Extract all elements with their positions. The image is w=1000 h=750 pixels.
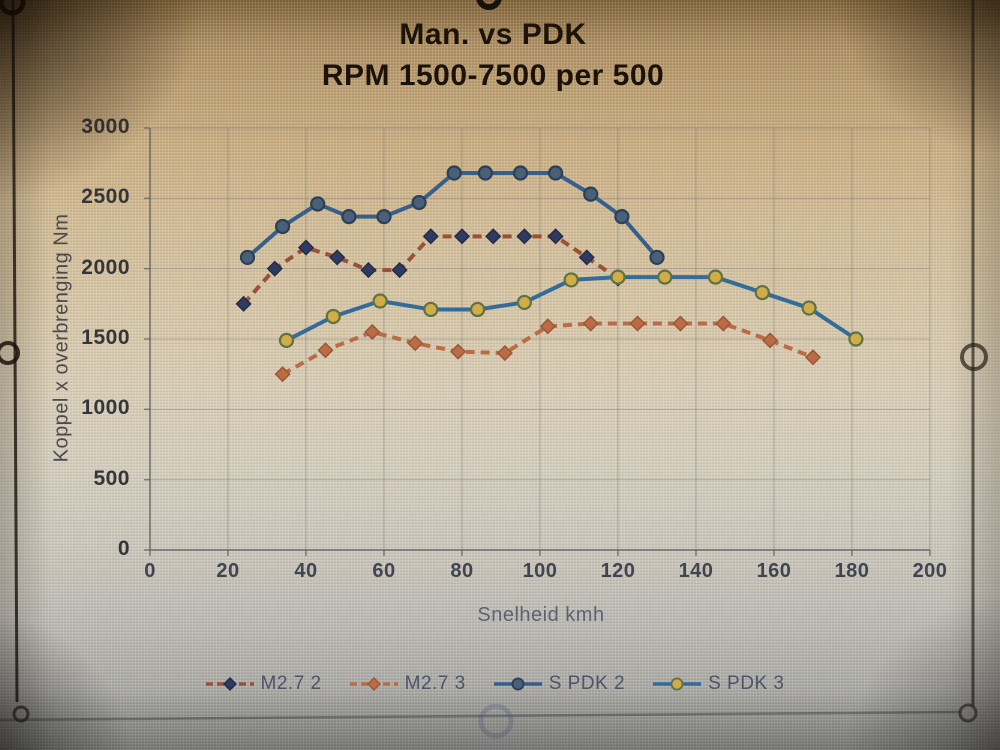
y-tick-label: 1500 (81, 326, 130, 349)
data-point-marker (512, 165, 529, 181)
data-point-marker (411, 194, 427, 211)
y-tick-label: 500 (93, 466, 130, 490)
legend-item: S PDK 3 (653, 673, 784, 695)
data-point-marker (547, 165, 564, 181)
data-point-marker (657, 269, 673, 285)
data-point-marker (325, 308, 341, 325)
data-point-marker (446, 165, 462, 181)
x-tick-label: 180 (834, 560, 870, 582)
data-point-marker (707, 269, 724, 285)
data-point-marker (376, 209, 392, 225)
legend-label: S PDK 3 (708, 673, 785, 694)
x-tick-label: 60 (372, 560, 396, 582)
legend-swatch (493, 677, 542, 691)
data-point-marker (470, 301, 486, 318)
data-point-marker (610, 269, 626, 285)
x-tick-label: 0 (144, 560, 156, 582)
data-point-marker (422, 228, 439, 245)
data-point-marker (329, 249, 346, 266)
series-m2-7-2 (235, 228, 627, 312)
data-point-marker (407, 335, 424, 352)
x-tick-label: 80 (450, 560, 474, 582)
data-point-marker (614, 209, 630, 225)
data-point-marker (278, 332, 295, 349)
data-point-marker (275, 218, 291, 235)
y-tick-label: 2500 (81, 185, 130, 209)
data-point-marker (583, 186, 599, 202)
legend-swatch (205, 676, 254, 692)
data-point-marker (391, 262, 408, 279)
data-point-marker (516, 294, 533, 311)
x-tick-label: 160 (756, 560, 792, 582)
data-point-marker (516, 228, 533, 245)
data-point-marker (341, 209, 357, 225)
legend-item: M2.7 2 (205, 673, 322, 695)
data-point-marker (629, 315, 646, 332)
legend-swatch (349, 676, 398, 692)
data-point-marker (547, 228, 564, 245)
data-point-marker (310, 196, 326, 212)
data-point-marker (477, 165, 493, 181)
legend-swatch (653, 677, 702, 691)
data-point-marker (670, 677, 684, 691)
legend-label: S PDK 2 (548, 673, 626, 694)
y-tick-label: 2000 (81, 255, 130, 279)
data-point-marker (582, 315, 599, 332)
data-point-marker (423, 301, 439, 318)
x-tick-label: 20 (216, 560, 240, 582)
data-point-marker (372, 293, 388, 309)
legend-label: M2.7 2 (260, 673, 322, 694)
chart-title: Man. vs PDK (399, 18, 587, 51)
data-point-marker (804, 349, 822, 366)
chart-subtitle: RPM 1500-7500 per 500 (321, 59, 665, 92)
y-tick-label: 3000 (81, 115, 130, 138)
data-point-marker (754, 284, 770, 301)
data-point-marker (511, 677, 525, 691)
data-point-marker (762, 332, 779, 349)
data-point-marker (801, 300, 817, 316)
data-point-marker (364, 323, 381, 341)
data-point-marker (360, 262, 377, 279)
x-tick-label: 40 (294, 560, 318, 582)
data-point-marker (453, 228, 471, 245)
data-point-marker (848, 331, 864, 347)
legend-item: S PDK 2 (493, 673, 626, 695)
x-tick-label: 100 (522, 560, 558, 582)
chart-title-box: Man. vs PDK RPM 1500-7500 per 500 (0, 14, 986, 96)
x-axis-label: Snelheid kmh (477, 604, 605, 626)
data-point-marker (239, 249, 256, 266)
data-point-marker (672, 315, 689, 332)
data-point-marker (222, 676, 237, 692)
y-tick-label: 1000 (81, 396, 130, 420)
data-point-marker (563, 272, 579, 288)
data-point-marker (366, 676, 381, 692)
data-point-marker (649, 249, 665, 266)
data-point-marker (317, 342, 334, 359)
legend-item: M2.7 3 (349, 673, 466, 695)
series-m2-7-3 (274, 315, 822, 383)
y-tick-label: 0 (117, 537, 130, 560)
data-point-marker (450, 343, 467, 360)
legend: M2.7 2 M2.7 3 S PDK 2 S PDK 3 (0, 673, 990, 695)
data-point-marker (715, 315, 732, 332)
x-tick-label: 200 (912, 560, 948, 582)
data-point-marker (485, 228, 502, 245)
legend-label: M2.7 3 (404, 673, 466, 694)
x-tick-label: 120 (600, 560, 636, 582)
x-tick-label: 140 (678, 560, 714, 582)
